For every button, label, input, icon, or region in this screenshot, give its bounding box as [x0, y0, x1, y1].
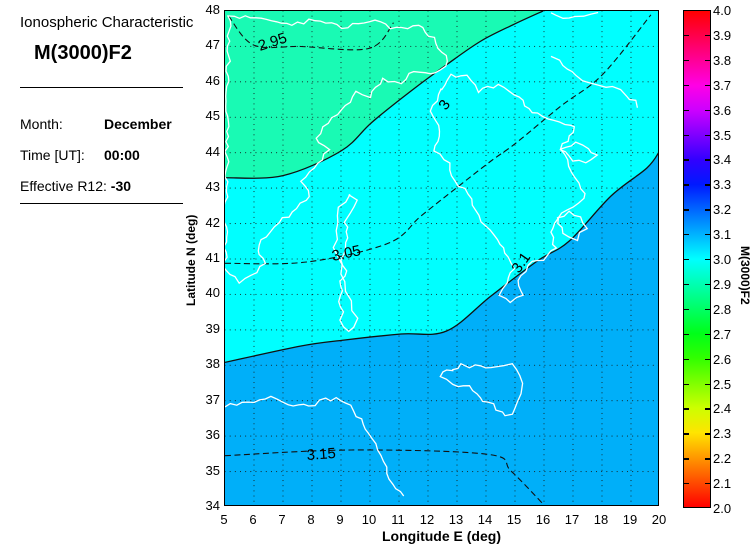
- svg-text:3.15: 3.15: [306, 445, 336, 464]
